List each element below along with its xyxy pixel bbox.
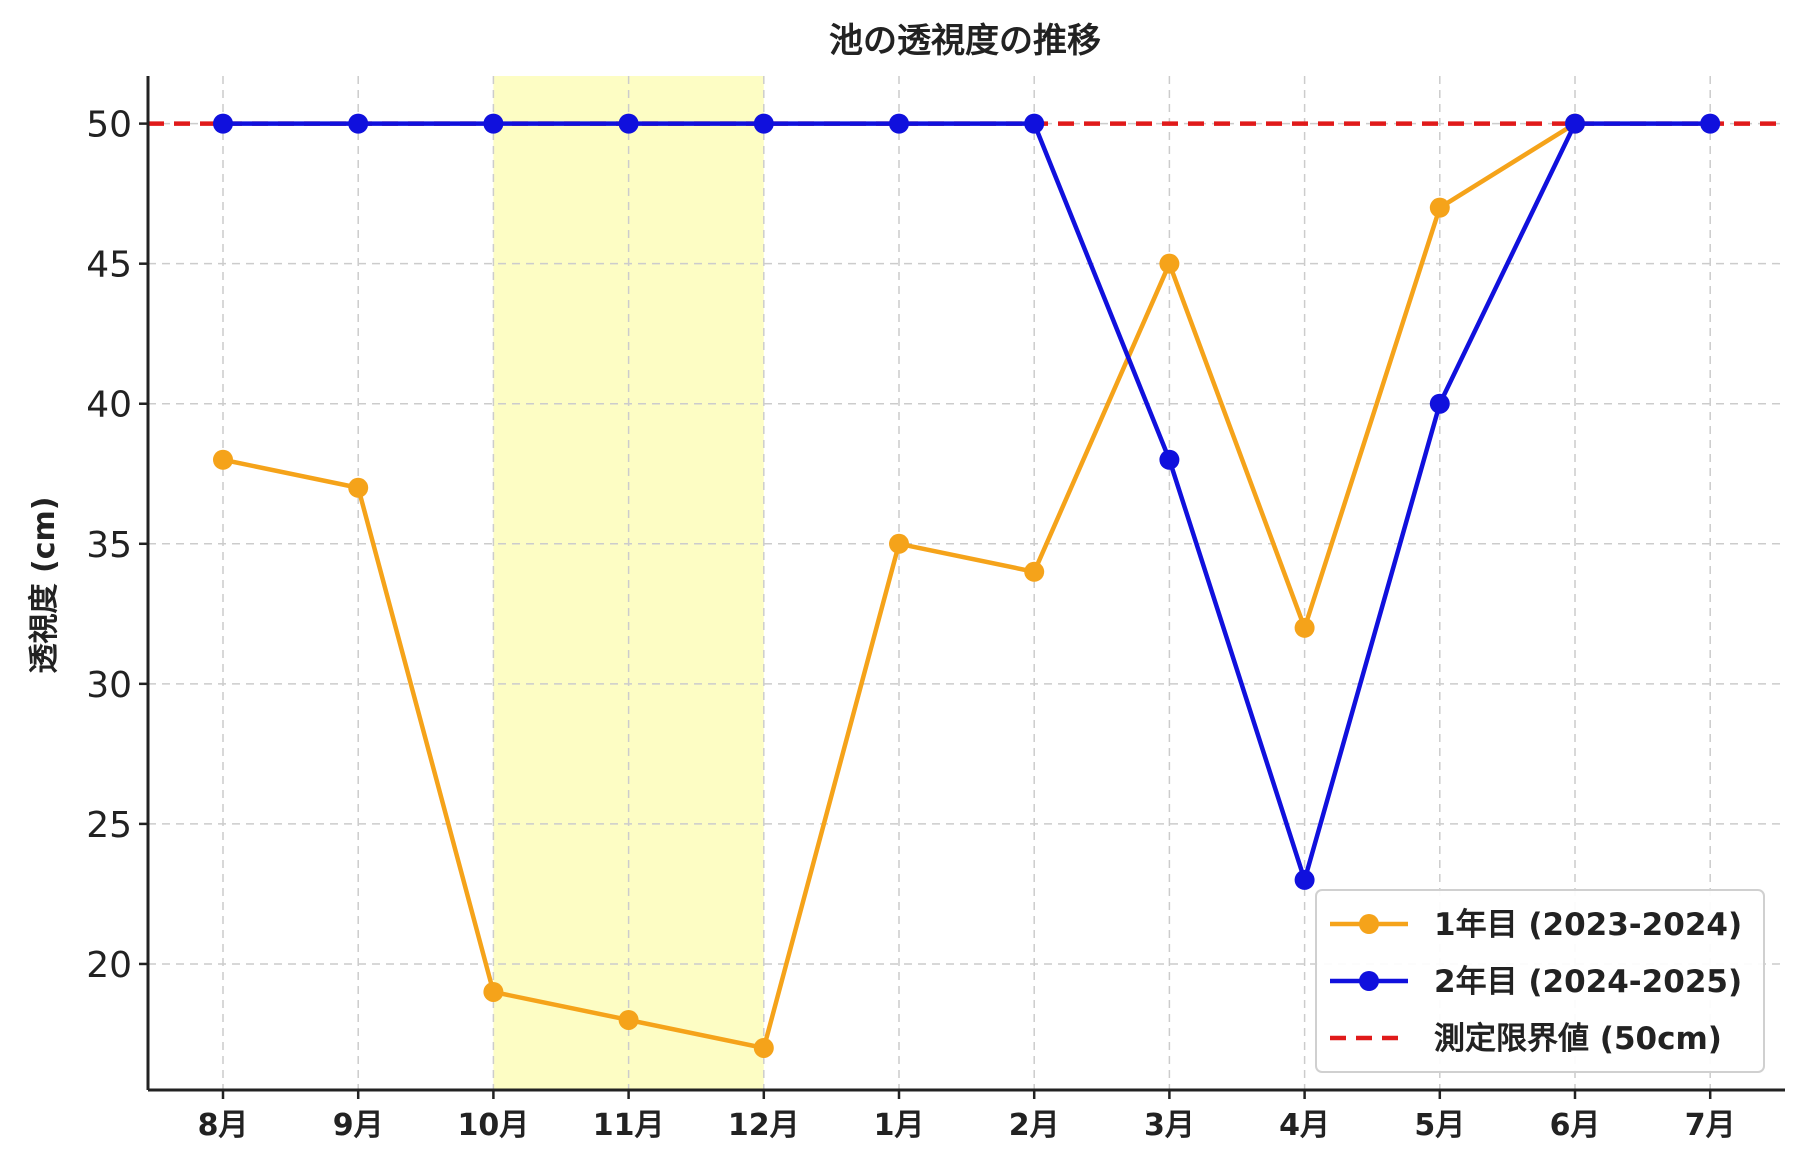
- y-tick-label: 20: [86, 945, 132, 986]
- y-tick-label: 35: [86, 525, 132, 566]
- series-layer: [213, 113, 1721, 1058]
- series-line-2: [223, 121, 1711, 883]
- x-tick-label: 12月: [728, 1108, 800, 1143]
- chart-title: 池の透視度の推移: [829, 21, 1101, 61]
- series-point-2: [348, 113, 369, 134]
- axes-layer: [146, 76, 1785, 1092]
- series-point-1: [483, 981, 504, 1002]
- series-point-1: [348, 477, 369, 498]
- series-point-1: [1159, 253, 1180, 274]
- series-point-2: [1565, 113, 1585, 134]
- x-tick-label: 8月: [198, 1108, 249, 1143]
- legend-marker-1: [1359, 914, 1379, 934]
- legend-box: [1315, 889, 1765, 1073]
- series-point-2: [483, 113, 504, 134]
- series-point-2: [213, 113, 233, 134]
- series-point-2: [889, 113, 909, 134]
- series-point-1: [1429, 197, 1450, 218]
- y-tick-label: 30: [86, 665, 132, 706]
- x-tick-label: 3月: [1144, 1108, 1195, 1143]
- series-point-2: [618, 113, 639, 134]
- series-point-2: [753, 113, 774, 134]
- series-point-1: [213, 449, 233, 470]
- series-point-1: [1024, 561, 1045, 582]
- series-point-1: [618, 1009, 639, 1030]
- y-tick-label: 40: [86, 385, 132, 426]
- x-tick-label: 6月: [1550, 1108, 1601, 1143]
- tick-layer: 20 25 30 35 40 45 50 8月 9月 10月 11月 12月 1月 2月 3月 4月 5月 6月 7…: [86, 105, 1735, 1143]
- y-tick-label: 25: [86, 805, 132, 846]
- y-tick-label: 50: [86, 105, 132, 146]
- x-tick-label: 10月: [458, 1108, 530, 1143]
- legend-label-1: 1年目 (2023-2024): [1434, 907, 1742, 943]
- x-tick-label: 2月: [1009, 1108, 1060, 1143]
- x-tick-label: 9月: [333, 1108, 384, 1143]
- series-point-2: [1700, 113, 1721, 134]
- legend-marker-2: [1359, 971, 1379, 991]
- series-point-2: [1159, 449, 1180, 470]
- x-tick-label: 1月: [874, 1108, 925, 1143]
- series-point-1: [889, 533, 909, 554]
- legend-label-2: 2年目 (2024-2025): [1434, 964, 1742, 1000]
- series-point-2: [1429, 393, 1450, 414]
- series-point-1: [1294, 617, 1315, 638]
- x-tick-label: 4月: [1279, 1108, 1330, 1143]
- x-tick-label: 5月: [1414, 1108, 1465, 1143]
- y-tick-label: 45: [86, 245, 132, 286]
- x-tick-label: 7月: [1685, 1108, 1736, 1143]
- x-tick-label: 11月: [593, 1108, 665, 1143]
- series-point-2: [1024, 113, 1045, 134]
- legend: 1年目 (2023-2024) 2年目 (2024-2025) 測定限界値 (50c…: [1315, 889, 1765, 1073]
- legend-label-3: 測定限界値 (50cm): [1434, 1021, 1722, 1057]
- y-axis-label: 透視度 (cm): [27, 497, 62, 674]
- series-point-1: [753, 1037, 774, 1058]
- series-point-2: [1294, 869, 1315, 890]
